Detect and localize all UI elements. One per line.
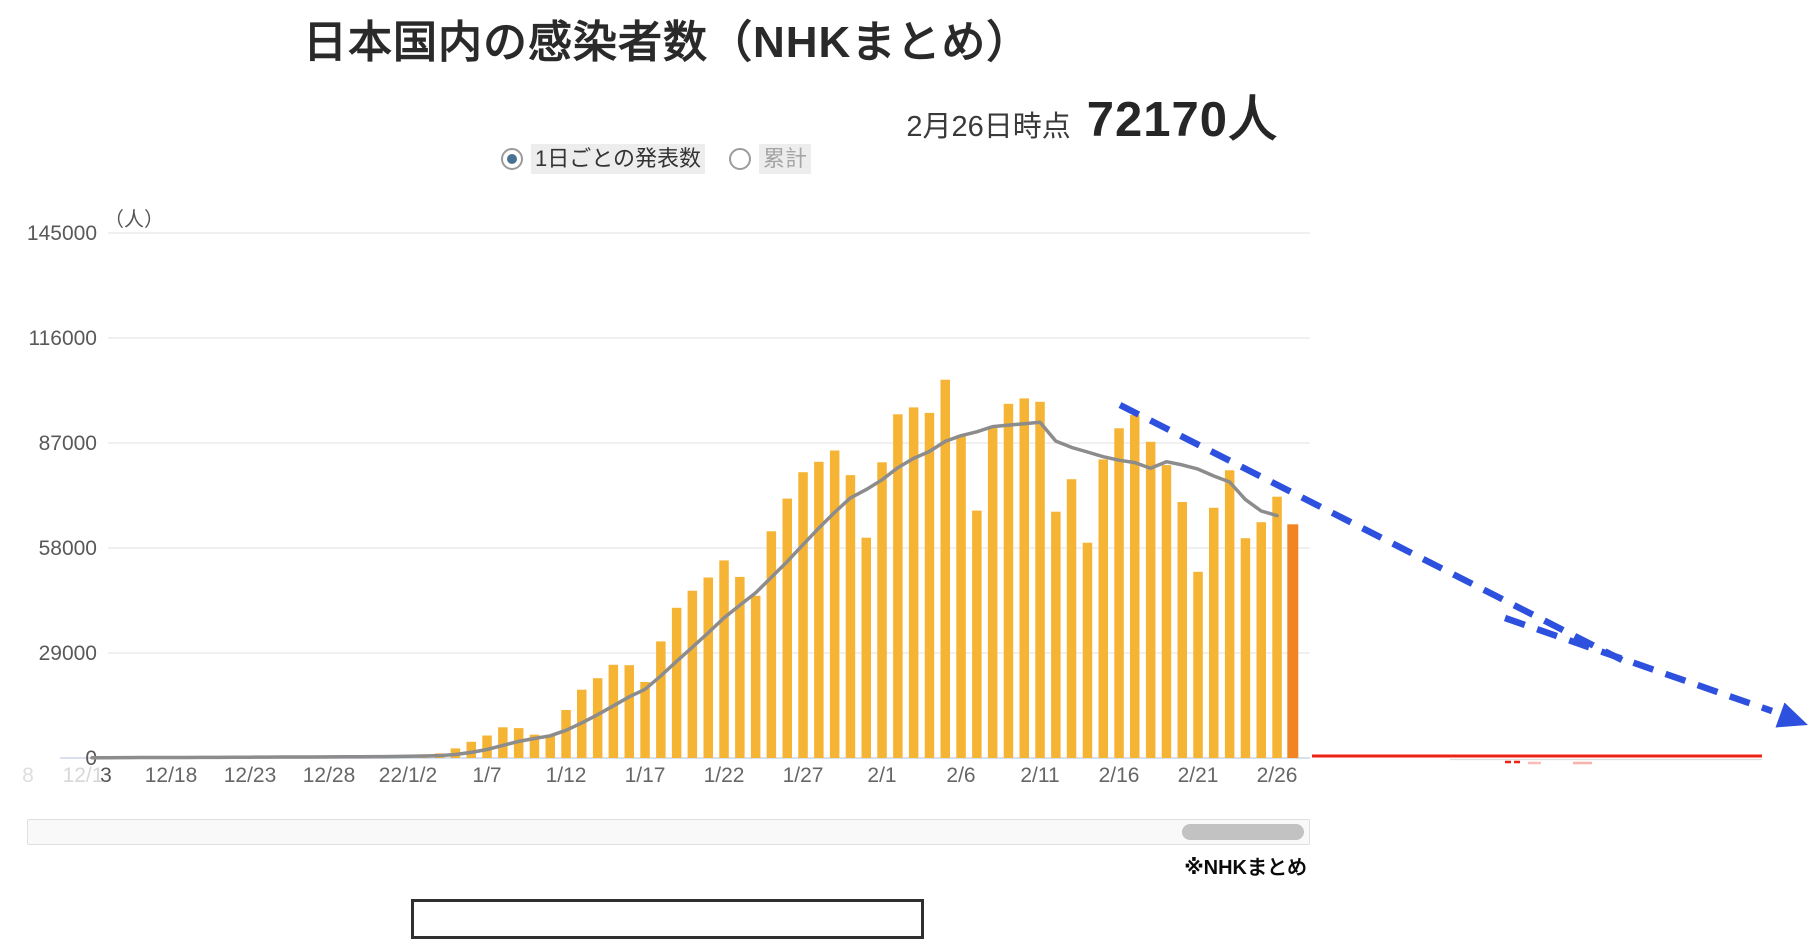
chart-bar-2/10[interactable] (1020, 398, 1030, 758)
chart-bar-2/15[interactable] (1099, 459, 1109, 758)
chart-bar-2/21[interactable] (1193, 572, 1203, 758)
cutoff-bottom-box (411, 899, 924, 939)
chart-bar-1/8[interactable] (498, 727, 508, 758)
chart-bar-1/16[interactable] (625, 665, 635, 758)
x-tick-label-2/1: 2/1 (867, 764, 896, 787)
chart-bar-1/15[interactable] (609, 665, 619, 758)
chart-bar-1/22[interactable] (719, 560, 729, 758)
chart-bar-1/25[interactable] (767, 531, 777, 758)
chart-bar-1/26[interactable] (783, 499, 793, 758)
chart-bar-2/24[interactable] (1241, 538, 1251, 758)
chart-bar-1/21[interactable] (704, 578, 714, 759)
chart-bar-1/27[interactable] (798, 472, 808, 758)
chart-bar-2/27[interactable] (1287, 524, 1298, 758)
chart-scrollbar-track[interactable] (27, 819, 1310, 845)
x-tick-label-2/6: 2/6 (946, 764, 975, 787)
chart-bar-2/14[interactable] (1083, 543, 1093, 758)
chart-bar-1/17[interactable] (640, 682, 650, 758)
x-tick-label-1/12: 1/12 (546, 764, 587, 787)
chart-bar-2/26[interactable] (1272, 497, 1282, 758)
chart-bar-2/23[interactable] (1225, 470, 1235, 758)
x-tick-label-2/11: 2/11 (1020, 764, 1059, 787)
chart-bar-1/19[interactable] (672, 608, 682, 758)
chart-bar-1/12[interactable] (561, 710, 571, 758)
chart-bar-2/5[interactable] (941, 380, 951, 758)
x-tick-label-1/7: 1/7 (472, 764, 501, 787)
y-tick-label-145000: 145000 (27, 222, 97, 245)
nhk-covid-chart-page: 日本国内の感染者数（NHKまとめ） 2月26日時点 72170人 1日ごとの発表… (0, 0, 1818, 908)
chart-bar-2/13[interactable] (1067, 479, 1077, 758)
chart-bar-2/17[interactable] (1130, 415, 1140, 758)
x-tick-label-1/27: 1/27 (783, 764, 824, 787)
chart-bar-2/4[interactable] (925, 413, 935, 758)
chart-bar-1/6[interactable] (467, 742, 477, 758)
chart-bar-2/6[interactable] (956, 435, 966, 758)
x-ghost-label-1: 12/1 (63, 764, 104, 787)
y-tick-label-87000: 87000 (39, 432, 97, 455)
x-tick-label-2/21: 2/21 (1178, 764, 1219, 787)
chart-bar-2/12[interactable] (1051, 512, 1061, 758)
chart-bar-2/18[interactable] (1146, 442, 1156, 758)
x-tick-label-12/23: 12/23 (224, 764, 277, 787)
x-ghost-label-2: 3 (100, 764, 112, 787)
chart-bar-2/22[interactable] (1209, 508, 1219, 758)
x-tick-label-1/22: 1/22 (704, 764, 745, 787)
x-tick-label-1/17: 1/17 (625, 764, 666, 787)
chart-bar-1/31[interactable] (862, 538, 872, 758)
y-tick-label-58000: 58000 (39, 537, 97, 560)
chart-bar-1/28[interactable] (814, 462, 824, 758)
chart-bar-2/20[interactable] (1178, 502, 1188, 758)
chart-bar-1/11[interactable] (546, 735, 556, 758)
chart-bar-1/29[interactable] (830, 451, 840, 759)
chart-scrollbar-thumb[interactable] (1182, 824, 1304, 840)
y-axis-unit-label: （人） (104, 208, 164, 231)
y-tick-label-29000: 29000 (39, 642, 97, 665)
y-tick-label-116000: 116000 (28, 327, 97, 350)
chart-bar-2/19[interactable] (1162, 465, 1172, 758)
x-tick-label-2/16: 2/16 (1099, 764, 1140, 787)
chart-bar-2/11[interactable] (1035, 402, 1045, 758)
source-note: ※NHKまとめ (1184, 851, 1307, 880)
x-tick-label-12/18: 12/18 (145, 764, 198, 787)
chart-bar-1/24[interactable] (751, 596, 761, 758)
chart-bar-1/7[interactable] (482, 736, 492, 759)
x-ghost-label-0: 8 (22, 764, 34, 787)
x-tick-label-22/1/2: 22/1/2 (379, 764, 437, 787)
trend-arrow-dashed-segment-1 (1505, 618, 1772, 711)
chart-bar-1/20[interactable] (688, 591, 698, 758)
x-tick-label-12/28: 12/28 (303, 764, 356, 787)
trend-arrowhead-icon (1776, 703, 1809, 728)
x-tick-label-2/26: 2/26 (1257, 764, 1298, 787)
chart-bar-2/1[interactable] (877, 462, 887, 758)
chart-bar-2/9[interactable] (1004, 404, 1014, 758)
chart-bar-2/16[interactable] (1114, 428, 1124, 758)
chart-bar-2/7[interactable] (972, 511, 982, 758)
chart-bar-2/25[interactable] (1257, 522, 1267, 758)
chart-bar-1/30[interactable] (846, 475, 856, 758)
chart-bar-1/18[interactable] (656, 641, 666, 758)
chart-bar-2/8[interactable] (988, 426, 998, 758)
